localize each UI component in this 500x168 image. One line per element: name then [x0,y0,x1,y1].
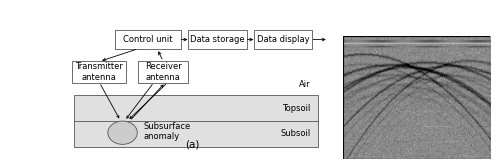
FancyBboxPatch shape [115,30,180,49]
Text: Transmitter
antenna: Transmitter antenna [76,62,123,82]
Bar [74,95,318,147]
Text: (b): (b) [378,139,392,150]
Text: Receiver
antenna: Receiver antenna [145,62,182,82]
FancyBboxPatch shape [72,61,126,83]
FancyBboxPatch shape [254,30,312,49]
Text: Control unit: Control unit [123,35,172,44]
Text: (a): (a) [185,139,200,150]
Bar [342,36,490,159]
Text: Subsurface
anomaly: Subsurface anomaly [144,122,191,141]
Ellipse shape [108,121,138,144]
Text: Data display: Data display [257,35,310,44]
Text: Data storage: Data storage [190,35,245,44]
FancyBboxPatch shape [188,30,246,49]
Text: Topsoil: Topsoil [282,104,310,113]
FancyBboxPatch shape [138,61,188,83]
Text: Air: Air [299,80,310,89]
Text: Subsoil: Subsoil [280,130,310,138]
